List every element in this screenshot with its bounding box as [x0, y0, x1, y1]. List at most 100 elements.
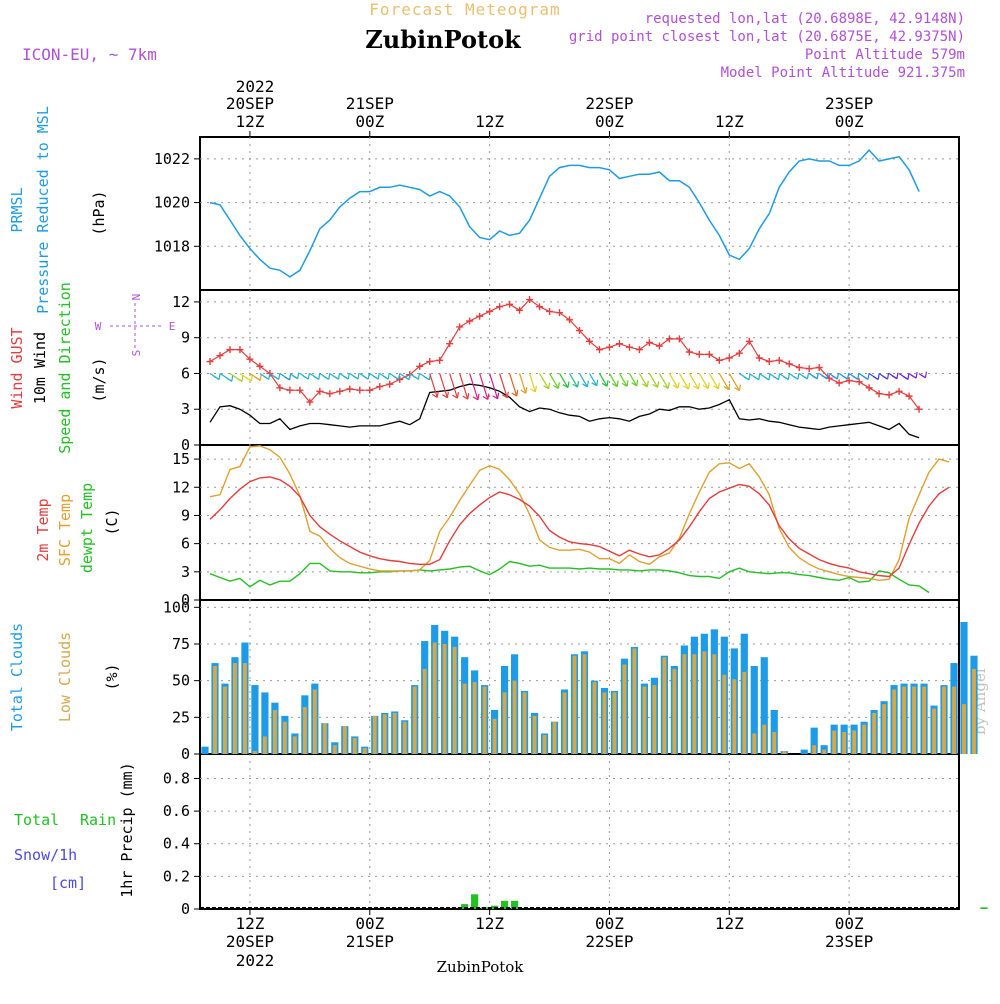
low-cloud-bar: [772, 732, 777, 754]
low-cloud-bar: [762, 724, 767, 754]
wind-arrow-head: [413, 373, 420, 380]
wind-gust-marker: [745, 337, 753, 345]
wind-gust-marker: [576, 327, 583, 335]
precip-ytick-label: 0.8: [163, 769, 190, 787]
wind-arrow-head: [342, 372, 350, 380]
time-label-top-hour: 00Z: [595, 112, 624, 131]
wind-arrow-head: [226, 375, 234, 382]
wind-direction-arrow: [429, 373, 438, 398]
wind-direction-arrow: [668, 373, 679, 389]
wind-gust-marker: [675, 335, 683, 343]
time-label-top-date: 20SEP: [226, 94, 274, 113]
wind-arrow-head: [662, 382, 670, 389]
low-cloud-bar: [612, 692, 617, 754]
wind-arrow-head: [530, 385, 537, 393]
wind-gust-line: [209, 298, 920, 410]
time-label-top-hour: 12Z: [715, 112, 744, 131]
low-cloud-bar: [972, 668, 976, 754]
wind-arrow-head: [811, 372, 819, 380]
wind-arrow-head: [902, 373, 910, 380]
temp-ytick-label: 6: [181, 535, 190, 553]
wind-gust-marker: [506, 300, 514, 308]
wind-arrow-head: [821, 372, 829, 380]
low-cloud-bar: [452, 646, 457, 754]
wind-gust-marker: [496, 303, 504, 311]
time-label-bottom-hour: 00Z: [595, 914, 624, 933]
low-cloud-bar: [342, 726, 347, 754]
wind-gust-marker: [326, 390, 334, 398]
wind-gust-marker: [476, 312, 484, 320]
wind-gust-marker: [226, 346, 234, 354]
low-cloud-bar: [292, 736, 297, 754]
low-cloud-bar: [252, 751, 257, 754]
wind-ytick-label: 9: [181, 329, 190, 347]
time-label-bottom-hour: 12Z: [715, 914, 744, 933]
wind-arrow-head: [872, 373, 880, 381]
low-cloud-bar: [422, 668, 427, 754]
low-cloud-bar: [322, 723, 327, 754]
wind-direction-arrow: [549, 373, 559, 389]
total-cloud-bar: [201, 746, 209, 754]
wind-direction-arrow: [509, 373, 518, 397]
wind-gust-marker: [915, 405, 923, 413]
sfc-temp-line: [209, 445, 950, 582]
total-cloud-bar: [800, 749, 808, 754]
precip-label-rain: Rain: [80, 811, 116, 829]
pressure-label-2: Pressure Reduced to MSL: [34, 106, 52, 314]
requested-coords: requested lon,lat (20.6898E, 42.9148N): [645, 11, 965, 27]
low-cloud-bar: [282, 721, 287, 754]
low-cloud-bar: [842, 732, 847, 754]
wind-gust-marker: [316, 387, 324, 395]
wind-gust-marker: [895, 387, 903, 395]
low-cloud-bar: [522, 692, 527, 754]
wind-direction-arrow: [439, 373, 448, 398]
wind-arrow-head: [393, 373, 401, 380]
low-cloud-bar: [462, 683, 467, 754]
wind-gust-marker: [386, 380, 394, 388]
low-cloud-bar: [722, 674, 727, 754]
wind-gust-marker: [615, 340, 623, 348]
wind-arrow-head: [792, 373, 800, 380]
wind-arrow-head: [734, 384, 742, 392]
wind-gust-marker: [236, 346, 244, 354]
precip-label-cm: [cm]: [50, 874, 86, 892]
cloud-ytick-label: 50: [172, 672, 190, 690]
wind-direction-arrow: [519, 373, 527, 394]
wind-gust-marker: [516, 306, 524, 314]
wind-gust-marker: [306, 398, 314, 406]
low-cloud-bar: [502, 692, 507, 754]
wind-speed-line: [209, 383, 920, 439]
low-cloud-bar: [832, 730, 837, 754]
low-cloud-bar: [552, 721, 557, 754]
low-cloud-bar: [233, 663, 237, 754]
low-cloud-bar: [412, 686, 417, 754]
low-cloud-bar: [362, 748, 367, 754]
low-cloud-bar: [822, 749, 827, 754]
wind-arrow-head: [323, 373, 331, 380]
total-cloud-bar: [810, 727, 818, 754]
wind-arrow-head: [292, 372, 300, 380]
wind-arrow-head: [910, 372, 918, 379]
low-cloud-bar: [582, 654, 587, 754]
low-cloud-bar: [312, 689, 317, 754]
low-cloud-bar: [542, 734, 547, 754]
wind-direction-arrow: [648, 373, 659, 388]
wind-ytick-label: 6: [181, 364, 190, 382]
dewpoint-line: [209, 560, 930, 594]
low-cloud-bar: [812, 745, 817, 754]
cloud-label-1: Total Clouds: [8, 623, 26, 731]
low-cloud-bar: [782, 751, 787, 754]
wind-gust-marker: [655, 342, 663, 350]
low-cloud-bar: [882, 704, 887, 754]
pressure-ytick-label: 1018: [154, 237, 190, 255]
total-cloud-bar: [960, 622, 968, 754]
wind-gust-marker: [645, 338, 653, 346]
low-cloud-bar: [382, 714, 387, 754]
temp-panel: [199, 444, 960, 601]
precip-ytick-label: 0.6: [163, 802, 190, 820]
low-cloud-bar: [242, 663, 247, 754]
wind-arrow-head: [631, 379, 639, 387]
wind-gust-marker: [785, 360, 793, 368]
pressure-ytick-label: 1020: [154, 194, 190, 212]
